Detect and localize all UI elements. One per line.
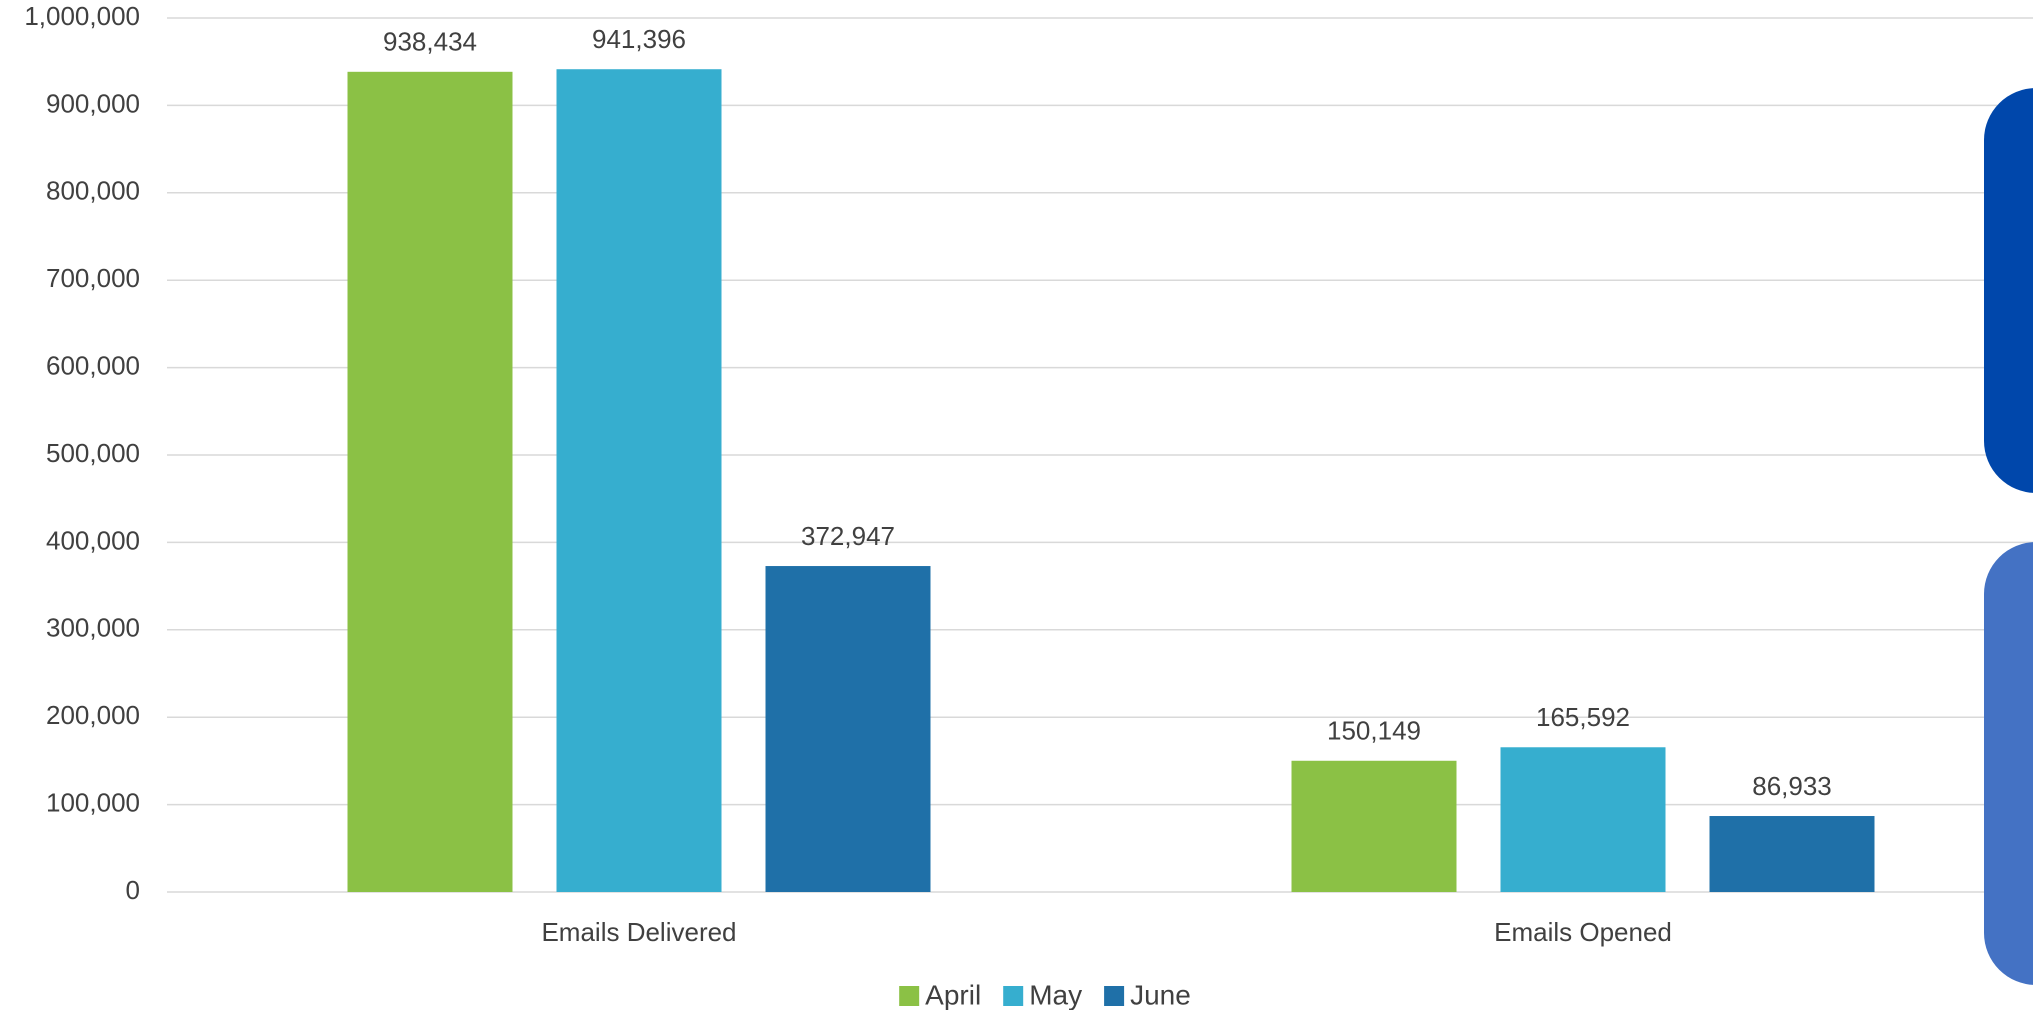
bar [556, 69, 722, 892]
bar [1709, 816, 1875, 892]
data-label: 941,396 [592, 24, 686, 54]
legend-swatch [899, 986, 920, 1006]
data-label: 938,434 [383, 27, 477, 57]
legend-label: April [925, 979, 981, 1010]
bar [347, 71, 513, 892]
y-tick-label: 200,000 [46, 700, 140, 730]
data-label: 150,149 [1327, 716, 1421, 746]
y-tick-label: 300,000 [46, 613, 140, 643]
legend: April May June [899, 979, 1191, 1010]
y-tick-label: 600,000 [46, 350, 140, 380]
legend-swatch [1104, 986, 1125, 1006]
y-tick-label: 500,000 [46, 438, 140, 468]
legend-label: June [1130, 979, 1191, 1010]
plot: 0 100,000 200,000 300,000 400,000 500,000 600,… [24, 1, 2033, 1010]
side-card [1984, 542, 2033, 985]
legend-swatch [1003, 986, 1024, 1006]
bar [1291, 760, 1457, 892]
bar [1500, 747, 1666, 892]
y-tick-label: 100,000 [46, 787, 140, 817]
bar [765, 566, 931, 892]
legend-label: May [1029, 979, 1082, 1010]
x-tick-label: Emails Delivered [541, 917, 736, 947]
x-tick-label: Emails Opened [1494, 917, 1672, 947]
data-label: 86,933 [1752, 771, 1832, 801]
data-label: 165,592 [1536, 702, 1630, 732]
y-tick-label: 800,000 [46, 176, 140, 206]
y-tick-label: 0 [126, 875, 140, 905]
data-label: 372,947 [801, 521, 895, 551]
y-tick-label: 1,000,000 [24, 1, 140, 31]
side-card [1984, 88, 2033, 493]
y-tick-label: 700,000 [46, 263, 140, 293]
y-tick-label: 900,000 [46, 88, 140, 118]
y-tick-label: 400,000 [46, 525, 140, 555]
